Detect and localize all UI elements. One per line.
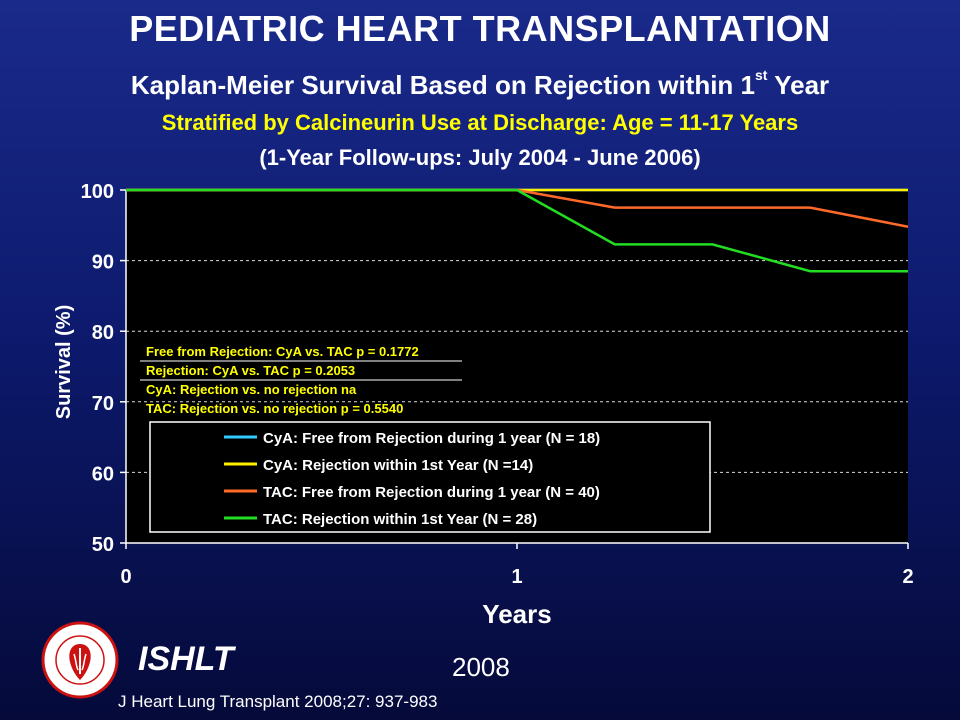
series-line-4 xyxy=(126,188,908,273)
y-tick-label: 90 xyxy=(92,252,114,274)
x-tick-label: 1 xyxy=(511,566,522,588)
p-value-annotation: CyA: Rejection vs. no rejection na xyxy=(146,382,357,397)
followup-subtitle: (1-Year Follow-ups: July 2004 - June 200… xyxy=(259,145,701,170)
p-value-annotation: Free from Rejection: CyA vs. TAC p = 0.1… xyxy=(146,344,419,359)
legend-box xyxy=(149,421,711,533)
legend-label: TAC: Free from Rejection during 1 year (… xyxy=(263,484,600,501)
legend-label: TAC: Rejection within 1st Year (N = 28) xyxy=(263,511,537,528)
x-tick-label: 0 xyxy=(120,566,131,588)
page-title: PEDIATRIC HEART TRANSPLANTATION xyxy=(129,8,831,49)
p-value-annotation: TAC: Rejection vs. no rejection p = 0.55… xyxy=(146,401,403,416)
ishlt-logo xyxy=(41,621,119,699)
organization-label: ISHLT xyxy=(138,640,234,678)
y-tick-label: 50 xyxy=(92,534,114,556)
p-value-annotation: Rejection: CyA vs. TAC p = 0.2053 xyxy=(146,363,355,378)
y-tick-label: 80 xyxy=(92,322,114,344)
legend-label: CyA: Rejection within 1st Year (N =14) xyxy=(263,457,533,474)
year-label: 2008 xyxy=(452,652,510,682)
y-axis-title: Survival (%) xyxy=(53,305,75,419)
stratification-subtitle: Stratified by Calcineurin Use at Dischar… xyxy=(161,110,799,135)
x-tick-label: 2 xyxy=(902,566,913,588)
subtitle-main: Kaplan-Meier Survival Based on Rejection… xyxy=(130,70,755,100)
subtitle-end: Year xyxy=(767,70,830,100)
subtitle-superscript: st xyxy=(755,67,768,83)
y-tick-label: 70 xyxy=(92,393,114,415)
chart-subtitle: Kaplan-Meier Survival Based on Rejection… xyxy=(0,67,960,101)
citation: J Heart Lung Transplant 2008;27: 937-983 xyxy=(118,692,438,711)
y-tick-label: 100 xyxy=(81,181,114,203)
legend-label: CyA: Free from Rejection during 1 year (… xyxy=(263,430,600,447)
y-tick-label: 60 xyxy=(92,463,114,485)
x-axis-title: Years xyxy=(482,599,551,629)
